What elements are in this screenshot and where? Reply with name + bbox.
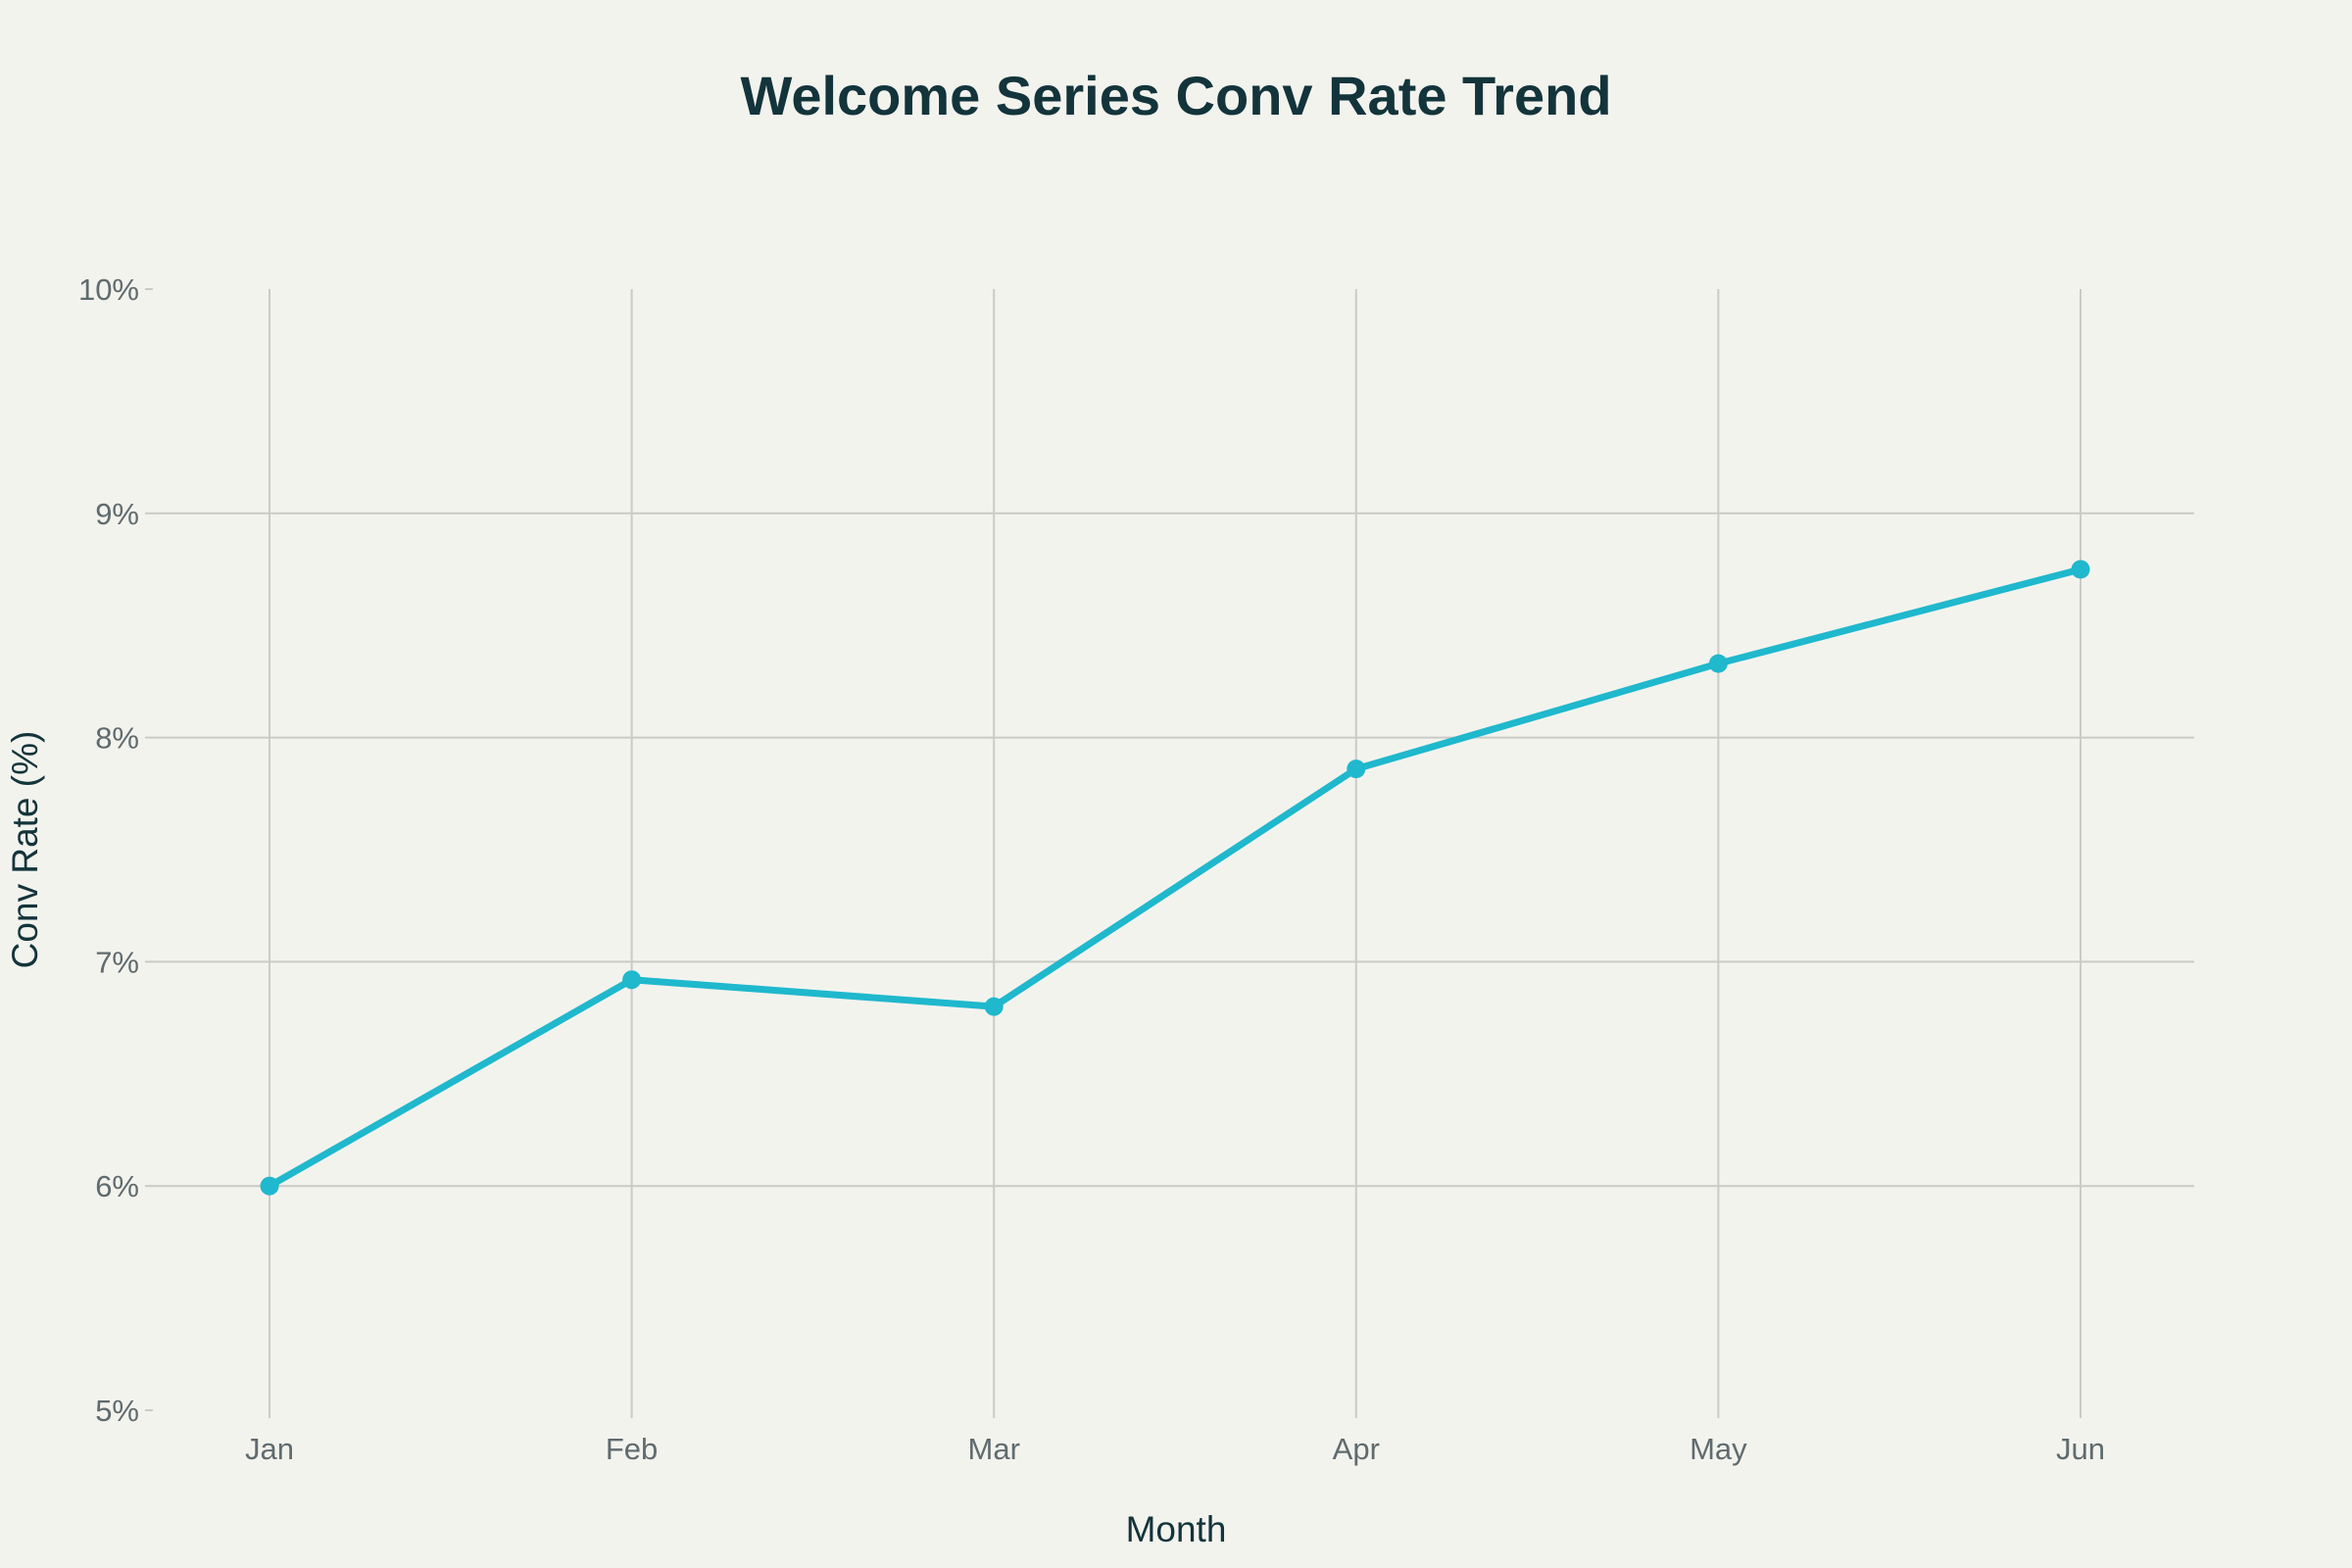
y-tick-label: 10%: [78, 272, 139, 307]
x-axis-title: Month: [1126, 1509, 1227, 1549]
y-tick-label: 9%: [95, 497, 139, 531]
grid: [153, 289, 2194, 1410]
y-tick-label: 7%: [95, 945, 139, 979]
x-tick-label: Feb: [606, 1432, 658, 1466]
x-tick-label: Jun: [2056, 1432, 2105, 1466]
data-point-jun[interactable]: [2071, 560, 2090, 579]
data-point-mar[interactable]: [984, 997, 1004, 1016]
x-tick-label: Jan: [245, 1432, 294, 1466]
series-conv-rate: [260, 560, 2090, 1196]
y-axis: 5% 6% 7% 8% 9% 10%: [78, 272, 153, 1428]
y-tick-label: 5%: [95, 1394, 139, 1428]
x-tick-label: Apr: [1333, 1432, 1380, 1466]
y-tick-label: 8%: [95, 721, 139, 756]
x-tick-label: Mar: [968, 1432, 1020, 1466]
data-point-feb[interactable]: [622, 970, 642, 990]
series-line: [268, 565, 2082, 1190]
y-axis-title: Conv Rate (%): [5, 731, 45, 969]
x-axis: Jan Feb Mar Apr May Jun: [245, 1410, 2105, 1466]
x-tick-label: May: [1690, 1432, 1747, 1466]
y-tick-label: 6%: [95, 1169, 139, 1203]
data-point-may[interactable]: [1708, 654, 1728, 673]
chart-title: Welcome Series Conv Rate Trend: [740, 65, 1611, 126]
data-point-apr[interactable]: [1347, 760, 1366, 779]
data-point-jan[interactable]: [260, 1176, 279, 1196]
